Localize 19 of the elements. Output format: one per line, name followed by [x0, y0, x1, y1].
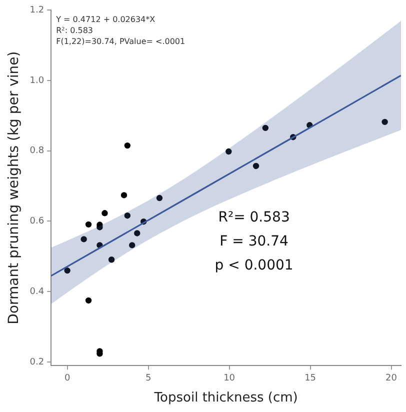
x-tick-label: 20 — [386, 373, 398, 384]
y-tick-label: 0.2 — [30, 357, 44, 368]
annotation: Y = 0.4712 + 0.02634*X — [55, 15, 156, 24]
x-tick-label: 0 — [64, 373, 70, 384]
annotation: R²= 0.583 — [218, 210, 290, 226]
x-tick-label: 10 — [224, 373, 236, 384]
annotation: F(1,22)=30.74, PValue= <.0001 — [56, 37, 186, 46]
annotation: p < 0.0001 — [214, 258, 294, 274]
x-tick-label: 5 — [145, 373, 152, 384]
annotation: F = 30.74 — [220, 234, 289, 250]
y-tick-label: 1.2 — [30, 5, 44, 16]
y-tick-label: 1.0 — [30, 76, 44, 86]
x-axis-title: Topsoil thickness (cm) — [153, 390, 298, 406]
annotation: R²: 0.583 — [56, 26, 94, 36]
y-tick-label: 0.8 — [30, 146, 44, 156]
x-tick-label: 15 — [304, 373, 316, 384]
y-tick-label: 0.6 — [30, 216, 44, 227]
y-tick-label: 0.4 — [30, 287, 44, 298]
y-axis-title: Dormant pruning weights (kg per vine) — [6, 51, 22, 324]
